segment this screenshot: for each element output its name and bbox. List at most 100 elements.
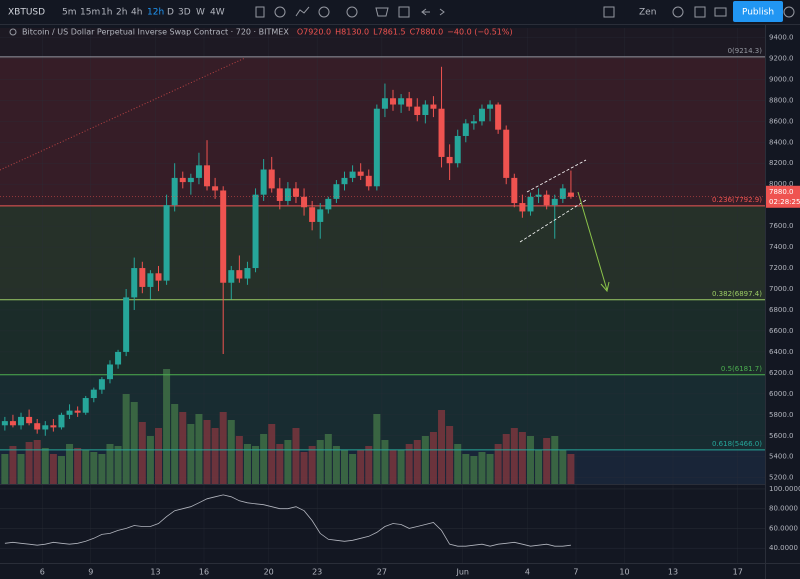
alert-icon[interactable] (346, 6, 358, 18)
x-tick-label: 17 (733, 568, 743, 577)
y-tick-label: 7600.0 (769, 222, 794, 230)
candle-body (90, 389, 97, 399)
volume-bar (1, 454, 9, 484)
volume-bar (292, 428, 300, 484)
oscillator (0, 488, 765, 549)
fib-label: 0(9214.3) (728, 47, 763, 55)
y-tick-label: 8000.0 (769, 180, 794, 188)
volume-bar (33, 440, 41, 484)
y-tick-label: 6600.0 (769, 327, 794, 335)
volume-bar (381, 440, 389, 484)
y-tick-label: 7400.0 (769, 243, 794, 251)
candle-body (430, 104, 437, 109)
interval[interactable]: 15m (80, 8, 100, 18)
price-axis-border (765, 24, 766, 579)
fullscreen-icon[interactable] (694, 6, 706, 18)
volume-bar (502, 434, 510, 484)
chart-style-icon[interactable] (255, 6, 265, 18)
interval[interactable]: 4h (131, 8, 142, 18)
volume-bar (357, 450, 365, 484)
candle-body (567, 192, 574, 197)
volume-bar (252, 446, 260, 484)
snapshot-icon[interactable] (714, 7, 727, 17)
interval[interactable]: 1h (101, 8, 112, 18)
channel-lower[interactable] (519, 199, 587, 243)
volume-bar (349, 454, 357, 484)
compare-icon[interactable] (318, 6, 330, 18)
add-icon[interactable] (274, 6, 286, 18)
candle-body (268, 169, 275, 189)
volume-bar (138, 422, 146, 484)
toolbar-border (0, 24, 800, 25)
channel-upper[interactable] (526, 159, 587, 193)
fib-lines: 0(9214.3) 0.236(7792.9) 0.382(6897.4) 0.5(6… (0, 47, 765, 451)
candle-body (1, 421, 8, 426)
legend-text: −40.0 (−0.51%) (447, 28, 512, 37)
last-price-box (766, 185, 800, 208)
interval[interactable]: 3D (178, 8, 191, 18)
osc-tick-label: 40.0000 (769, 544, 798, 552)
play-icon[interactable] (783, 6, 795, 18)
interval[interactable]: 12h (147, 8, 164, 18)
volume-bar (163, 369, 171, 484)
symbol[interactable]: XBTUSD (8, 8, 45, 18)
interval[interactable]: 2h (116, 8, 127, 18)
zen-label[interactable]: Zen (639, 8, 656, 18)
fib-band (0, 56, 765, 206)
countdown: 02:28:25 (769, 198, 800, 206)
candle-body (559, 188, 566, 199)
y-tick-label: 9000.0 (769, 75, 794, 83)
settings-icon[interactable] (672, 6, 684, 18)
interval[interactable]: 5m (62, 8, 77, 18)
candle-body (511, 177, 518, 204)
interval[interactable]: 4W (210, 8, 225, 18)
candle-body (478, 108, 485, 122)
y-tick-label: 6200.0 (769, 369, 794, 377)
y-tick-label: 7200.0 (769, 264, 794, 272)
candle-body (543, 194, 550, 206)
candle-body (187, 177, 194, 183)
fib-label: 0.618(5466.0) (712, 440, 762, 448)
candle-body (276, 188, 283, 201)
candle-body (438, 108, 445, 157)
fib-band (0, 28, 765, 57)
volume-bar (114, 446, 122, 484)
indicators-icon[interactable] (295, 6, 310, 17)
volume-bar (179, 412, 187, 484)
interval[interactable]: W (196, 8, 205, 18)
candle-body (309, 207, 316, 222)
candle-body (301, 196, 308, 208)
y-tick-label: 7000.0 (769, 285, 794, 293)
candle-body (365, 175, 372, 187)
candle-body (98, 379, 105, 390)
volume-bar (219, 412, 227, 484)
template-icon[interactable] (375, 7, 389, 17)
candle-body (58, 414, 65, 428)
y-tick-label: 8600.0 (769, 117, 794, 125)
y-tick-label: 5200.0 (769, 474, 794, 482)
volume-bar (397, 450, 405, 484)
volume-bar (421, 436, 429, 484)
volume-bar (308, 446, 316, 484)
publish-label[interactable]: Publish (742, 8, 774, 18)
candle-body (495, 104, 502, 130)
arrow[interactable] (577, 191, 608, 291)
volume-bar (41, 448, 49, 484)
interval[interactable]: D (167, 8, 174, 18)
redo-icon[interactable] (439, 8, 445, 16)
publish-button[interactable] (733, 1, 783, 22)
replay-icon[interactable] (398, 6, 410, 18)
y-tick-label: 6000.0 (769, 390, 794, 398)
candle-body (155, 273, 162, 281)
layout-icon[interactable] (603, 6, 615, 18)
osc-tick-label: 100.0000 (769, 485, 800, 493)
undo-icon[interactable] (421, 8, 430, 16)
legend-icon[interactable] (9, 28, 17, 36)
candle-body (551, 198, 558, 206)
volume-bar (25, 442, 33, 484)
candle-body (470, 121, 477, 124)
x-tick-label: Jun (456, 568, 470, 577)
candle-body (357, 171, 364, 176)
candle-body (139, 268, 146, 287)
candle-body (82, 398, 89, 413)
